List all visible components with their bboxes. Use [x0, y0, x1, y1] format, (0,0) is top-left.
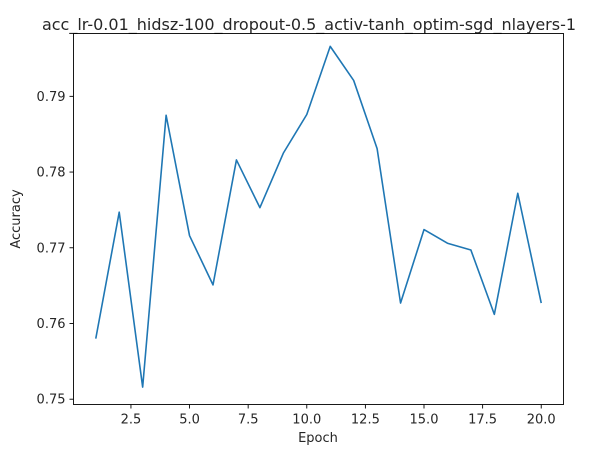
y-tick-label: 0.78	[37, 166, 66, 181]
y-tick-label: 0.79	[37, 90, 66, 105]
x-tick-label: 7.5	[238, 413, 259, 428]
y-tick-label: 0.75	[37, 393, 66, 408]
x-tick-label: 15.0	[410, 413, 439, 428]
x-axis-label: Epoch	[298, 431, 338, 446]
chart-title: acc_lr-0.01_hidsz-100_dropout-0.5_activ-…	[42, 15, 576, 35]
x-tick-label: 12.5	[351, 413, 380, 428]
x-tick-label: 5.0	[179, 413, 200, 428]
y-tick-label: 0.76	[37, 317, 66, 332]
x-tick-label: 2.5	[121, 413, 142, 428]
x-tick-label: 20.0	[527, 413, 556, 428]
x-tick-label: 10.0	[292, 413, 321, 428]
series-line-0	[94, 45, 543, 388]
y-axis: 0.75 0.76 0.77 0.78 0.79	[37, 90, 74, 408]
x-axis: 2.5 5.0 7.5 10.0 12.5 15.0 17.5 20.0	[121, 404, 556, 428]
plot-frame	[73, 33, 564, 405]
plot-area	[94, 45, 543, 388]
y-tick-label: 0.77	[37, 241, 66, 256]
y-axis-label: Accuracy	[9, 189, 24, 249]
x-tick-label: 17.5	[468, 413, 497, 428]
